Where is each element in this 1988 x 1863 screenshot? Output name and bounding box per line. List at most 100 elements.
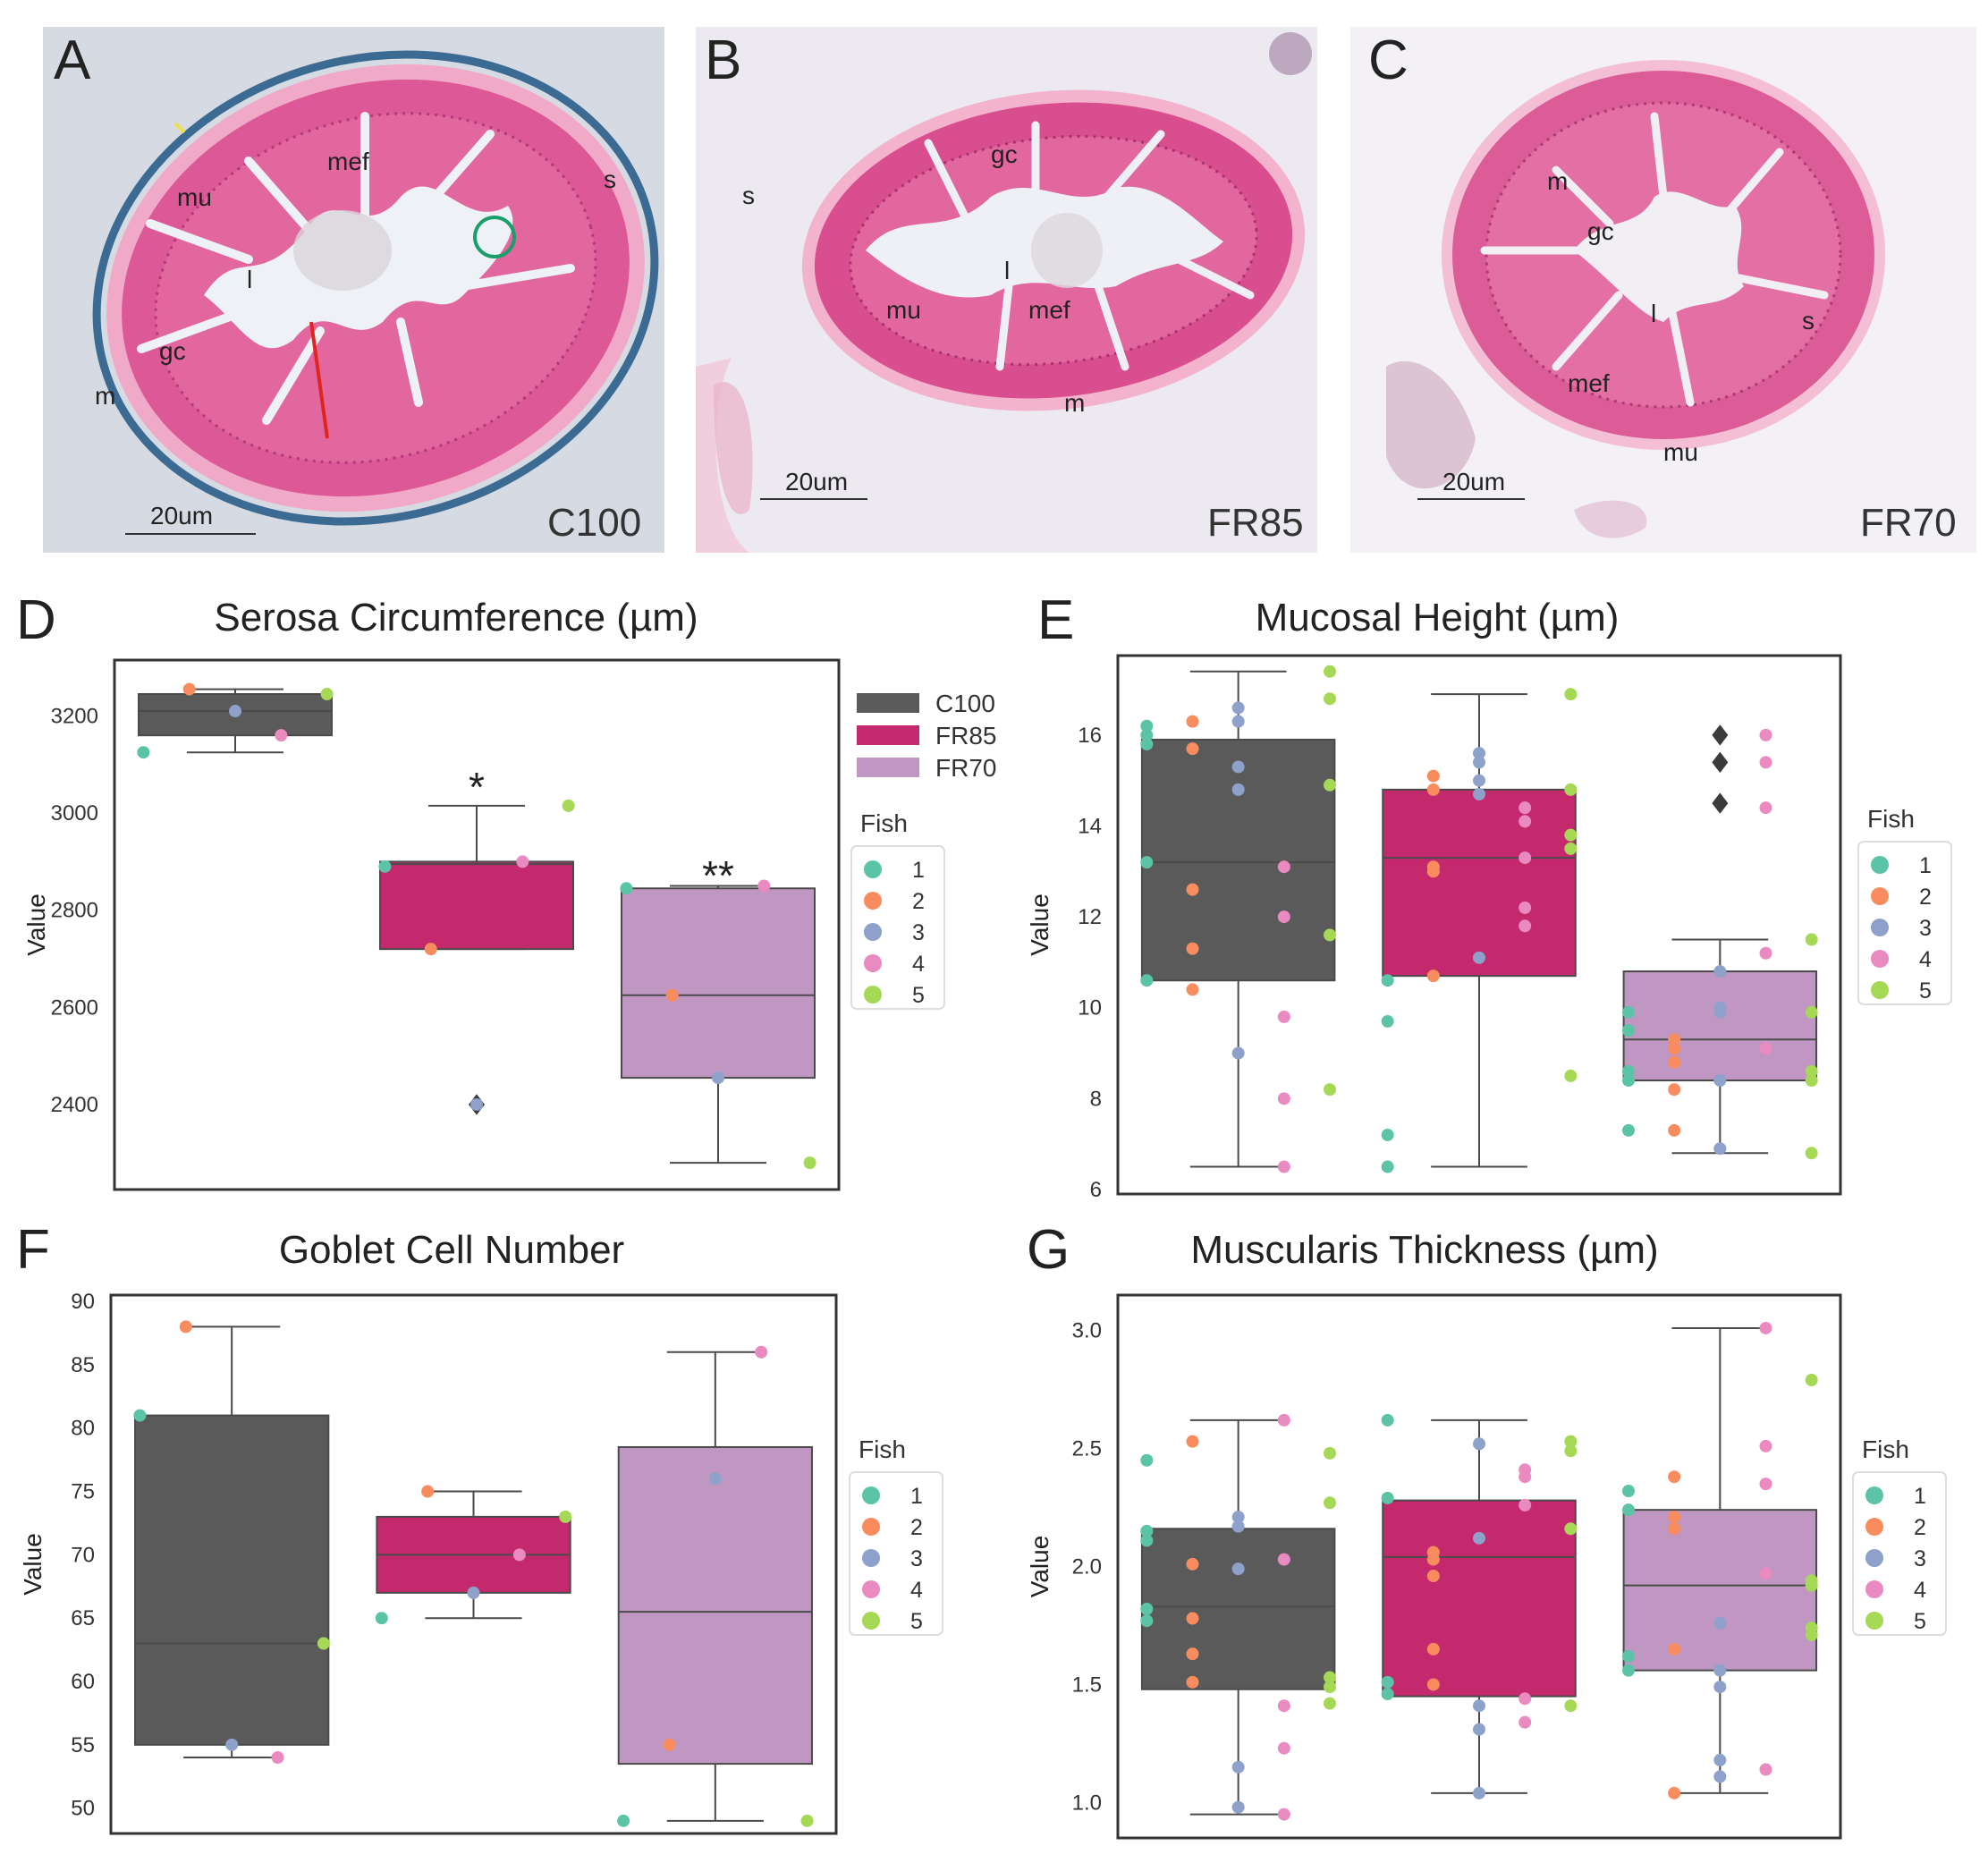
- micrograph-c: m gc l s mef mu 20um: [1350, 27, 1976, 553]
- chart-e-point: [1426, 860, 1440, 874]
- chart-e-point: [1621, 1024, 1635, 1037]
- chart-d-ytick: 3200: [51, 704, 98, 728]
- chart-g-point: [1473, 1531, 1485, 1545]
- chart-f-legend-fish-box: [849, 1471, 943, 1636]
- chart-f-legend-fish-label: 2: [910, 1515, 923, 1540]
- chart-e-point: [1381, 1160, 1394, 1173]
- chart-e-point: [1231, 701, 1245, 715]
- chart-d-ytick: 2400: [51, 1093, 98, 1117]
- chart-d-box-fr85: [379, 860, 574, 951]
- chart-e-point: [1186, 983, 1199, 996]
- chart-g-box-fr85: [1382, 1499, 1577, 1698]
- chart-f-ytick: 70: [71, 1543, 95, 1567]
- chart-e-legend-fish-label: 2: [1919, 885, 1932, 910]
- chart-e-point: [1518, 919, 1532, 933]
- chart-d-box-c100: [138, 693, 333, 737]
- chart-g-legend-fish-label: 5: [1914, 1609, 1926, 1634]
- chart-g-legend-fish-marker: [1865, 1518, 1883, 1536]
- chart-g-point: [1426, 1553, 1440, 1566]
- chart-g-point: [1324, 1697, 1337, 1710]
- chart-d-point: [620, 882, 633, 895]
- chart-d-legend-fish-label: 5: [912, 983, 925, 1008]
- chart-e-point: [1564, 1069, 1578, 1082]
- chart-g-point: [1231, 1800, 1245, 1814]
- chart-e-point: [1668, 1042, 1681, 1055]
- chart-e-point: [1324, 778, 1337, 792]
- micro-a-label-mef: mef: [327, 148, 369, 175]
- chart-g-point: [1140, 1603, 1154, 1616]
- chart-e-point: [1231, 783, 1245, 796]
- chart-d-point: [378, 860, 392, 873]
- chart-d-legend-fish-title: Fish: [860, 809, 908, 837]
- chart-g-ytick: 1.0: [1072, 1791, 1102, 1815]
- chart-f-ytick: 85: [71, 1353, 95, 1377]
- chart-g-point: [1381, 1688, 1394, 1701]
- chart-e-point: [1277, 1010, 1290, 1023]
- chart-f-legend-fish-label: 5: [910, 1609, 923, 1634]
- chart-f-legend-fish-marker: [862, 1486, 880, 1504]
- chart-g-point: [1426, 1642, 1440, 1656]
- chart-d-flier: [469, 1094, 485, 1115]
- chart-d-group: Serosa Circumference (µm) Value 2400 2600 28…: [22, 596, 996, 1191]
- chart-g-legend-fish-marker: [1865, 1549, 1883, 1567]
- chart-e-legend-fish-marker: [1871, 981, 1889, 999]
- chart-g-point: [1473, 1723, 1485, 1736]
- chart-e-point: [1713, 965, 1727, 978]
- chart-g-legend-fish-marker: [1865, 1580, 1883, 1598]
- chart-e-legend-fish-label: 4: [1919, 947, 1932, 972]
- chart-f-legend-fish-label: 1: [910, 1484, 923, 1509]
- chart-f-legend-fish-marker: [862, 1518, 880, 1536]
- chart-g-point: [1186, 1557, 1199, 1571]
- chart-g-point: [1231, 1511, 1245, 1524]
- chart-g-point: [1805, 1574, 1818, 1588]
- chart-g-point: [1381, 1491, 1394, 1504]
- chart-e-point: [1426, 970, 1440, 983]
- chart-e-legend-fish-box: [1857, 841, 1952, 1005]
- chart-e-point: [1564, 688, 1578, 701]
- micro-c-scale: 20um: [1442, 468, 1505, 495]
- chart-f-point: [708, 1472, 722, 1486]
- chart-e-point: [1668, 1033, 1681, 1046]
- chart-d-annotation: **: [702, 852, 734, 899]
- chart-e-point: [1621, 1123, 1635, 1137]
- chart-d-legend-group-swatch: [857, 725, 919, 745]
- chart-e-frame: [1116, 654, 1842, 1196]
- chart-g-point: [1140, 1524, 1154, 1537]
- chart-g-point: [1324, 1446, 1337, 1460]
- chart-e-legend-fish-marker: [1871, 919, 1889, 936]
- micro-b-label-gc: gc: [991, 140, 1018, 168]
- chart-g-ytick: 2.0: [1072, 1555, 1102, 1579]
- micrograph-b: gc s l mu mef m 20um: [696, 27, 1317, 553]
- chart-g-box-fr70: [1622, 1509, 1818, 1672]
- chart-e-point: [1140, 728, 1154, 741]
- chart-d-point: [803, 1156, 816, 1170]
- chart-e-legend-fish-marker: [1871, 950, 1889, 968]
- chart-e-point: [1140, 719, 1154, 732]
- chart-e-point: [1186, 742, 1199, 756]
- chart-e-point: [1759, 1042, 1772, 1055]
- chart-e-point: [1518, 901, 1532, 914]
- chart-d-ylabel: Value: [22, 893, 50, 956]
- chart-f-ytick: 75: [71, 1480, 95, 1504]
- chart-g-point: [1805, 1622, 1818, 1635]
- chart-d-frame: [113, 658, 841, 1191]
- chart-f-group: Goblet Cell Number Value 50 55 60 65 70 75 80 85 9…: [19, 1228, 943, 1835]
- chart-d-legend-group-label: FR70: [935, 754, 996, 782]
- chart-d-point: [275, 729, 288, 742]
- chart-g-point: [1140, 1534, 1154, 1547]
- chart-g-title: Muscularis Thickness (µm): [1190, 1228, 1658, 1272]
- chart-g-point: [1759, 1478, 1772, 1491]
- chart-d-legend-group-swatch: [857, 758, 919, 777]
- chart-d-legend-fish-marker: [864, 892, 882, 910]
- chart-e-flier: [1712, 724, 1729, 746]
- chart-g-point: [1277, 1699, 1290, 1713]
- chart-d-ytick: 3000: [51, 801, 98, 826]
- chart-e-point: [1805, 1005, 1818, 1019]
- chart-f-ytick: 60: [71, 1670, 95, 1694]
- chart-g-point: [1518, 1470, 1532, 1484]
- micro-b-label-mu: mu: [886, 296, 921, 324]
- chart-f-title: Goblet Cell Number: [279, 1228, 624, 1272]
- chart-f-frame: [109, 1293, 838, 1835]
- chart-e-point: [1805, 933, 1818, 946]
- chart-e-point: [1186, 942, 1199, 955]
